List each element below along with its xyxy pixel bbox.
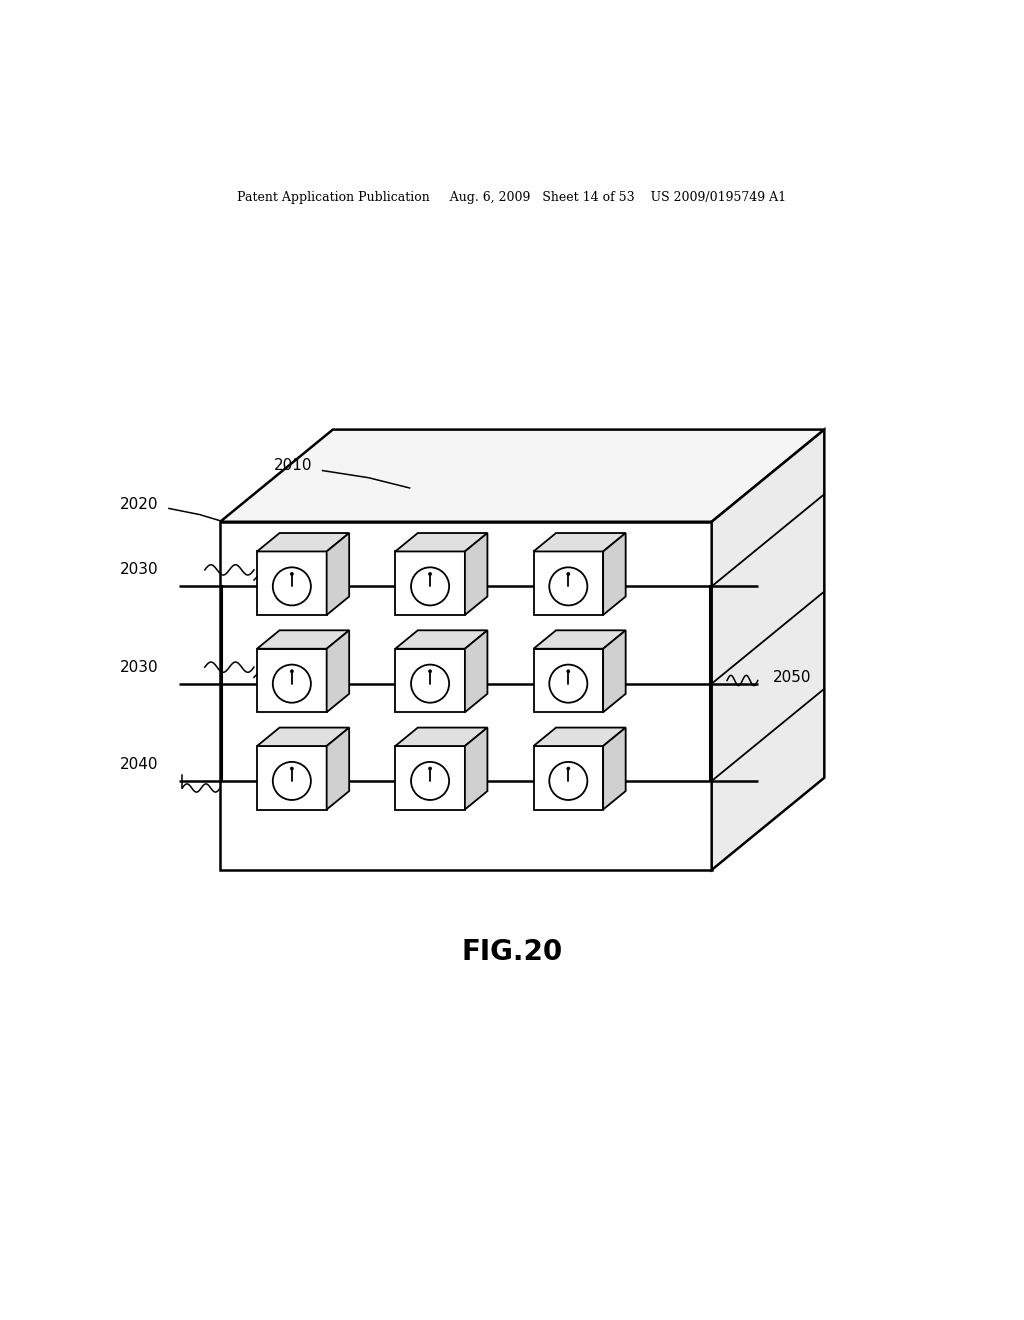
Polygon shape: [257, 552, 327, 615]
Circle shape: [411, 664, 450, 702]
Polygon shape: [257, 533, 349, 552]
Circle shape: [567, 767, 569, 770]
Circle shape: [272, 762, 311, 800]
Polygon shape: [395, 648, 465, 713]
Polygon shape: [465, 727, 487, 809]
Circle shape: [429, 767, 431, 770]
Polygon shape: [220, 429, 824, 521]
Polygon shape: [603, 533, 626, 615]
Polygon shape: [395, 533, 487, 552]
Circle shape: [291, 767, 293, 770]
Circle shape: [291, 669, 293, 673]
Circle shape: [549, 664, 588, 702]
Polygon shape: [327, 727, 349, 809]
Polygon shape: [327, 631, 349, 713]
Circle shape: [291, 573, 293, 576]
Polygon shape: [220, 521, 712, 870]
Polygon shape: [395, 727, 487, 746]
Text: 2010: 2010: [273, 458, 312, 473]
Text: 2020: 2020: [120, 496, 159, 512]
Polygon shape: [465, 631, 487, 713]
Text: 2050: 2050: [773, 671, 812, 685]
Circle shape: [567, 573, 569, 576]
Text: Patent Application Publication     Aug. 6, 2009   Sheet 14 of 53    US 2009/0195: Patent Application Publication Aug. 6, 2…: [238, 191, 786, 205]
Polygon shape: [603, 631, 626, 713]
Circle shape: [411, 568, 450, 606]
Text: 2040: 2040: [120, 756, 159, 772]
Text: FIG.20: FIG.20: [462, 937, 562, 966]
Text: 2030: 2030: [120, 562, 159, 577]
Polygon shape: [534, 552, 603, 615]
Circle shape: [429, 669, 431, 673]
Circle shape: [429, 573, 431, 576]
Polygon shape: [257, 648, 327, 713]
Polygon shape: [534, 648, 603, 713]
Polygon shape: [465, 533, 487, 615]
Circle shape: [549, 762, 588, 800]
Polygon shape: [712, 429, 824, 870]
Polygon shape: [534, 533, 626, 552]
Circle shape: [567, 669, 569, 673]
Polygon shape: [395, 631, 487, 648]
Polygon shape: [257, 631, 349, 648]
Circle shape: [272, 568, 311, 606]
Text: 2030: 2030: [120, 660, 159, 675]
Polygon shape: [534, 746, 603, 809]
Circle shape: [549, 568, 588, 606]
Polygon shape: [257, 727, 349, 746]
Circle shape: [272, 664, 311, 702]
Polygon shape: [395, 552, 465, 615]
Polygon shape: [257, 746, 327, 809]
Polygon shape: [534, 631, 626, 648]
Polygon shape: [534, 727, 626, 746]
Polygon shape: [603, 727, 626, 809]
Polygon shape: [395, 746, 465, 809]
Circle shape: [411, 762, 450, 800]
Polygon shape: [327, 533, 349, 615]
